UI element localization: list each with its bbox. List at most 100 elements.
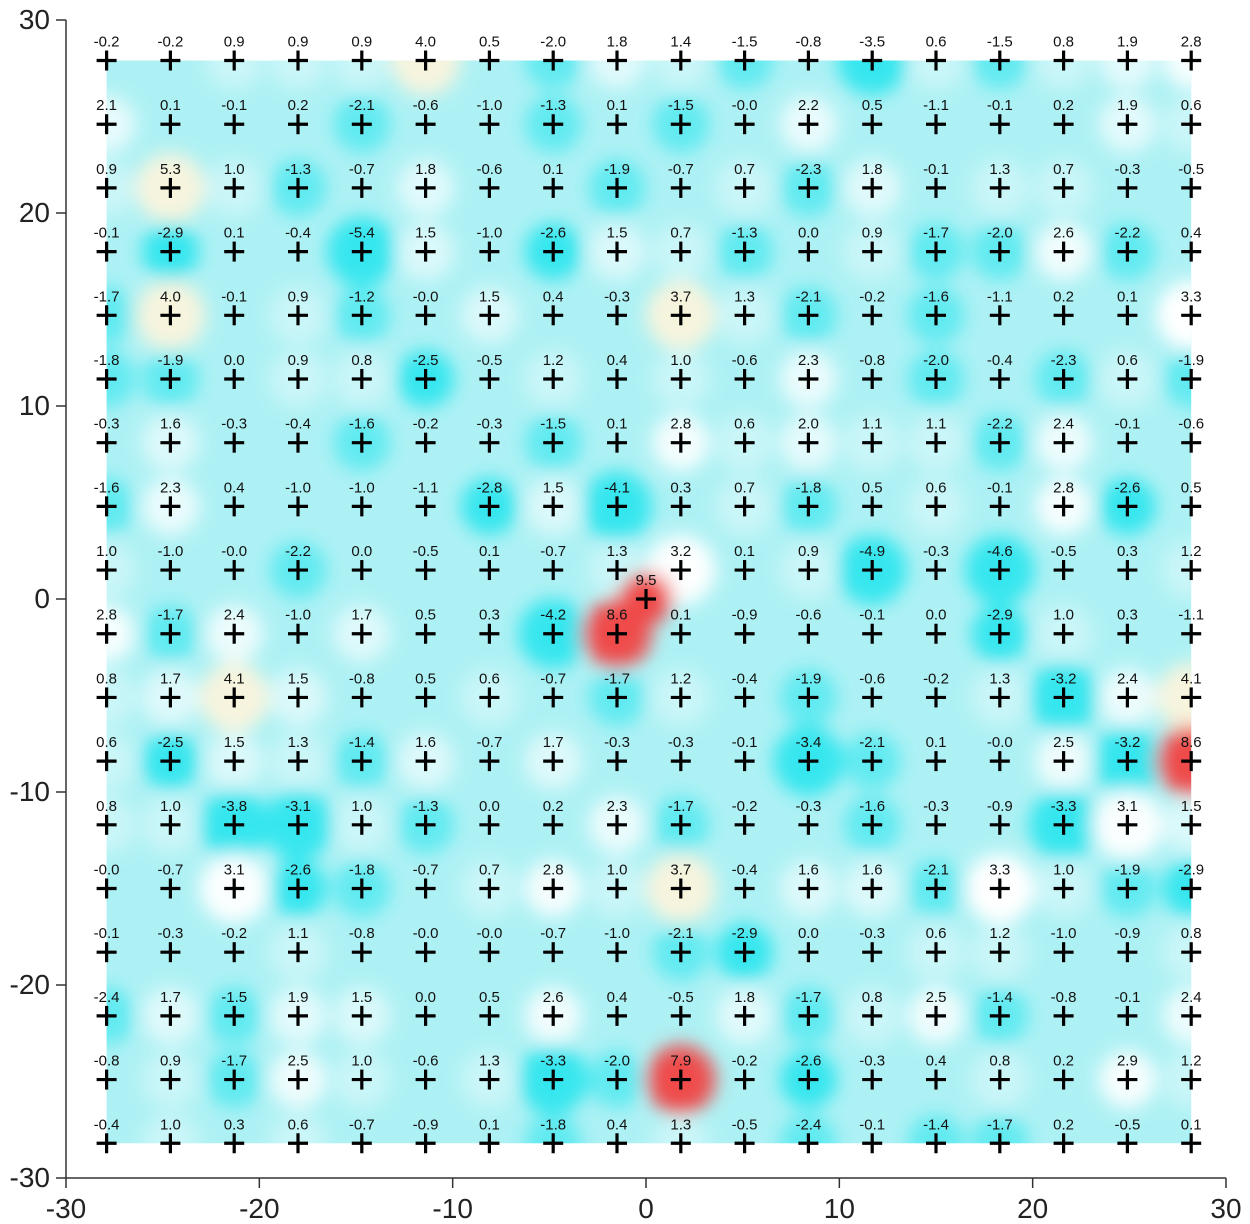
value-label: -0.0 bbox=[221, 543, 247, 560]
value-label: 1.7 bbox=[351, 607, 372, 624]
y-tick-label: 10 bbox=[19, 390, 50, 421]
x-tick-label: -30 bbox=[46, 1193, 86, 1224]
grid-marker bbox=[734, 623, 755, 644]
value-label: 0.4 bbox=[607, 352, 628, 369]
grid-marker bbox=[607, 942, 627, 963]
grid-marker bbox=[160, 942, 181, 963]
value-label: -2.5 bbox=[157, 734, 183, 751]
grid-marker bbox=[989, 751, 1010, 772]
heat-blob bbox=[1156, 662, 1192, 733]
grid-marker bbox=[351, 942, 372, 963]
value-label: 0.3 bbox=[224, 1116, 245, 1133]
value-label: 0.1 bbox=[543, 161, 564, 178]
value-label: -1.8 bbox=[795, 479, 821, 496]
value-label: 1.9 bbox=[288, 989, 309, 1006]
value-label: 0.6 bbox=[96, 734, 117, 751]
value-label: -3.2 bbox=[1114, 734, 1140, 751]
tick-labels: -30 -20 -10 0 10 20 30 30 20 10 0 -10 -20 -30 bbox=[10, 4, 1242, 1224]
value-label: -1.1 bbox=[1178, 607, 1204, 624]
grid-marker bbox=[734, 50, 755, 71]
grid-marker bbox=[543, 1069, 564, 1090]
grid-marker bbox=[1117, 496, 1138, 517]
value-label: -2.1 bbox=[349, 97, 375, 114]
grid-marker bbox=[96, 305, 117, 326]
grid-marker bbox=[670, 305, 691, 326]
value-label: 0.1 bbox=[926, 734, 947, 751]
value-label: 1.0 bbox=[1053, 862, 1074, 879]
value-label: 0.2 bbox=[1053, 97, 1074, 114]
value-label: -0.7 bbox=[349, 1116, 375, 1133]
value-label: 2.8 bbox=[670, 416, 691, 433]
grid-marker bbox=[543, 1005, 564, 1026]
value-label: -1.0 bbox=[1051, 925, 1077, 942]
value-label: 1.8 bbox=[734, 989, 755, 1006]
value-label: -2.6 bbox=[540, 225, 566, 242]
grid-marker bbox=[1117, 942, 1138, 963]
grid-marker bbox=[670, 177, 691, 198]
heat-blob bbox=[1162, 60, 1192, 90]
value-label: -0.2 bbox=[732, 798, 758, 815]
grid-marker bbox=[670, 623, 691, 644]
value-label: 0.4 bbox=[224, 479, 245, 496]
grid-marker bbox=[224, 50, 245, 71]
y-tick-label: -10 bbox=[10, 776, 50, 807]
value-label: -0.0 bbox=[413, 925, 439, 942]
value-label: -0.1 bbox=[1114, 989, 1140, 1006]
grid-marker bbox=[1117, 623, 1138, 644]
grid-marker bbox=[96, 114, 117, 135]
grid-marker bbox=[1053, 942, 1074, 963]
value-label: 2.8 bbox=[1181, 34, 1202, 51]
value-label: 1.0 bbox=[607, 862, 628, 879]
grid-marker bbox=[607, 114, 627, 135]
value-label: -0.2 bbox=[413, 416, 439, 433]
value-label: -0.4 bbox=[732, 670, 758, 687]
grid-marker bbox=[224, 687, 245, 708]
grid-marker bbox=[543, 177, 564, 198]
grid-marker bbox=[288, 751, 308, 772]
grid-marker bbox=[160, 1005, 181, 1026]
value-label: 2.4 bbox=[1117, 670, 1138, 687]
heat-blob bbox=[1098, 60, 1157, 90]
grid-marker bbox=[288, 241, 308, 262]
grid-marker bbox=[415, 687, 436, 708]
value-label: 1.9 bbox=[1117, 97, 1138, 114]
value-label: -2.1 bbox=[795, 288, 821, 305]
value-label: 2.3 bbox=[798, 352, 819, 369]
heat-core bbox=[1170, 740, 1192, 783]
value-label: 0.0 bbox=[798, 925, 819, 942]
grid-marker bbox=[1117, 1005, 1138, 1026]
value-label: 1.5 bbox=[224, 734, 245, 751]
value-label: 0.2 bbox=[1053, 1053, 1074, 1070]
value-label: 0.5 bbox=[862, 479, 883, 496]
value-label: -1.6 bbox=[349, 416, 375, 433]
grid-marker bbox=[798, 878, 819, 899]
grid-marker bbox=[351, 1069, 372, 1090]
grid-marker bbox=[989, 560, 1010, 581]
grid-marker bbox=[288, 496, 308, 517]
value-label: -1.3 bbox=[540, 97, 566, 114]
grid-marker bbox=[670, 1005, 691, 1026]
grid-marker bbox=[160, 368, 181, 389]
grid-marker bbox=[734, 114, 755, 135]
value-label: -0.0 bbox=[94, 862, 120, 879]
value-label: 1.0 bbox=[160, 798, 181, 815]
value-label: 9.5 bbox=[636, 572, 657, 589]
grid-marker bbox=[543, 878, 564, 899]
value-label: 0.8 bbox=[862, 989, 883, 1006]
value-label: -0.2 bbox=[157, 34, 183, 51]
value-label: -1.9 bbox=[1114, 862, 1140, 879]
grid-marker bbox=[288, 1005, 308, 1026]
value-label: 1.8 bbox=[862, 161, 883, 178]
value-label: -1.2 bbox=[349, 288, 375, 305]
value-label: -1.3 bbox=[732, 225, 758, 242]
grid-marker bbox=[479, 241, 500, 262]
grid-marker bbox=[1053, 50, 1074, 71]
value-label: 1.8 bbox=[415, 161, 436, 178]
grid-marker bbox=[224, 1005, 245, 1026]
grid-marker bbox=[989, 878, 1010, 899]
y-tick-label: 0 bbox=[34, 583, 50, 614]
value-label: 0.9 bbox=[160, 1053, 181, 1070]
grid-marker bbox=[670, 878, 691, 899]
grid-marker bbox=[989, 368, 1010, 389]
grid-marker bbox=[1053, 687, 1074, 708]
